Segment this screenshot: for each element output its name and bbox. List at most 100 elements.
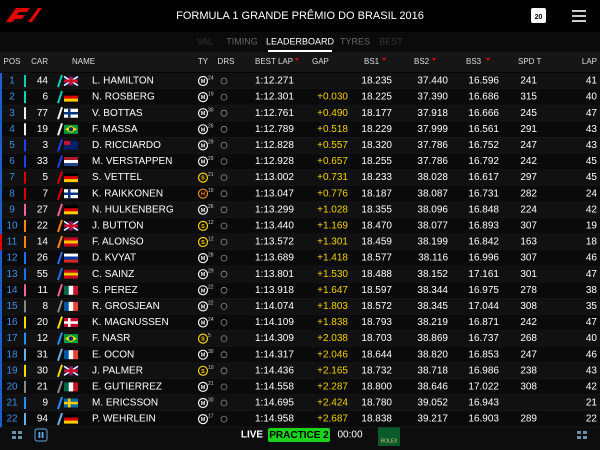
tab[interactable]: TYRES — [340, 36, 370, 46]
best-lap: 1:12.301 — [255, 92, 294, 103]
team-slash — [57, 171, 63, 184]
sector-2: 37.390 — [417, 92, 448, 103]
best-lap: 1:13.801 — [255, 269, 294, 280]
car-number: 22 — [37, 221, 49, 232]
page-title: FORMULA 1 GRANDE PRÊMIO DO BRASIL 2016 — [176, 9, 424, 22]
speed-trap: 291 — [520, 124, 537, 135]
gap: +0.030 — [317, 92, 348, 103]
tyre-laps: 30 — [208, 108, 214, 114]
tab[interactable]: BEST — [379, 36, 403, 46]
tyre-compound: S — [201, 337, 205, 343]
tab[interactable]: LEADERBOARD — [266, 36, 335, 46]
lap-count: 38 — [586, 285, 598, 296]
driver-name: K. MAGNUSSEN — [92, 317, 169, 328]
tyre-laps: 21 — [208, 172, 214, 178]
car-number: 77 — [37, 108, 49, 119]
driver-flag — [57, 348, 78, 362]
sector-2: 38.646 — [417, 382, 448, 393]
driver-flag — [57, 235, 78, 249]
driver-name: E. OCON — [92, 349, 134, 360]
speed-trap: 238 — [520, 365, 537, 376]
gap: +1.647 — [317, 285, 348, 296]
tab[interactable]: VAL — [197, 36, 213, 46]
gap: +2.046 — [317, 349, 348, 360]
sector-3: 16.731 — [468, 188, 499, 199]
sector-1: 18.703 — [361, 333, 392, 344]
team-slash — [57, 203, 63, 217]
expand-button[interactable] — [577, 431, 587, 439]
tyre-laps: 17 — [208, 413, 214, 419]
tab[interactable]: TIMING — [226, 36, 258, 46]
lap-count: 41 — [586, 76, 598, 87]
lap-count: 18 — [586, 237, 598, 248]
tyre-compound: S — [201, 369, 205, 375]
best-lap: 1:12.761 — [255, 108, 294, 119]
gap: +2.038 — [317, 333, 348, 344]
sector-1: 18.800 — [361, 382, 392, 393]
driver-flag — [57, 122, 78, 136]
driver-name: F. MASSA — [92, 124, 138, 135]
sector-3: 16.943 — [468, 398, 499, 409]
gap: +2.287 — [317, 382, 348, 393]
car-number: 19 — [37, 124, 49, 135]
gap: +2.424 — [317, 398, 348, 409]
best-lap: 1:12.789 — [255, 124, 294, 135]
calendar-button[interactable]: 20 — [531, 8, 546, 23]
live-label: LIVE — [241, 430, 264, 441]
driver-name: J. BUTTON — [92, 221, 143, 232]
best-lap: 1:12.928 — [255, 156, 294, 167]
lap-count: 42 — [586, 204, 598, 215]
position: 20 — [6, 382, 18, 393]
best-lap: 1:13.572 — [255, 237, 294, 248]
flag-stripe — [64, 275, 78, 279]
sort-arrow — [295, 58, 299, 61]
row-background — [0, 266, 600, 283]
sector-3: 16.986 — [468, 365, 499, 376]
tyre-compound: M — [201, 256, 206, 262]
sector-2: 38.152 — [417, 269, 448, 280]
tyre-laps: 5 — [208, 333, 211, 339]
car-number: 12 — [37, 333, 49, 344]
flag-stripe — [64, 237, 78, 241]
tyre-laps: 26 — [208, 204, 214, 210]
best-lap: 1:13.689 — [255, 253, 294, 264]
position: 19 — [6, 365, 18, 376]
position: 3 — [9, 108, 15, 119]
sector-2: 37.786 — [417, 156, 448, 167]
side-marker — [0, 298, 2, 315]
driver-flag — [57, 251, 78, 265]
tyre-icon — [197, 220, 209, 231]
tyre-icon — [197, 317, 209, 328]
position: 8 — [9, 188, 15, 199]
speed-trap: 247 — [520, 349, 537, 360]
best-lap: 1:13.299 — [255, 204, 294, 215]
best-lap: 1:14.695 — [255, 398, 294, 409]
team-slash — [57, 139, 63, 152]
drs-indicator — [220, 367, 228, 375]
position: 11 — [7, 237, 18, 248]
column-header: BEST LAP — [255, 57, 293, 66]
sector-2: 38.087 — [417, 188, 448, 199]
grid-button[interactable] — [12, 431, 22, 439]
tyre-compound: M — [201, 208, 206, 214]
lap-count: 45 — [586, 156, 598, 167]
sector-2: 38.344 — [417, 285, 448, 296]
gap: +1.301 — [317, 237, 348, 248]
sector-2: 38.820 — [417, 349, 448, 360]
tyre-compound: M — [201, 143, 206, 149]
car-number: 5 — [42, 172, 48, 183]
menu-button[interactable] — [572, 10, 586, 22]
tyre-compound: M — [201, 159, 206, 165]
speed-trap: 242 — [520, 317, 537, 328]
team-slash — [57, 412, 63, 426]
pause-button[interactable] — [34, 428, 48, 442]
row-background — [0, 378, 600, 395]
side-marker — [0, 169, 2, 186]
position: 17 — [6, 333, 18, 344]
sector-2: 38.718 — [417, 365, 448, 376]
sector-2: 37.918 — [417, 108, 448, 119]
team-slash — [57, 106, 63, 120]
tyre-laps: 29 — [208, 140, 214, 146]
flag-stripe — [64, 179, 78, 183]
sector-2: 37.786 — [417, 140, 448, 151]
